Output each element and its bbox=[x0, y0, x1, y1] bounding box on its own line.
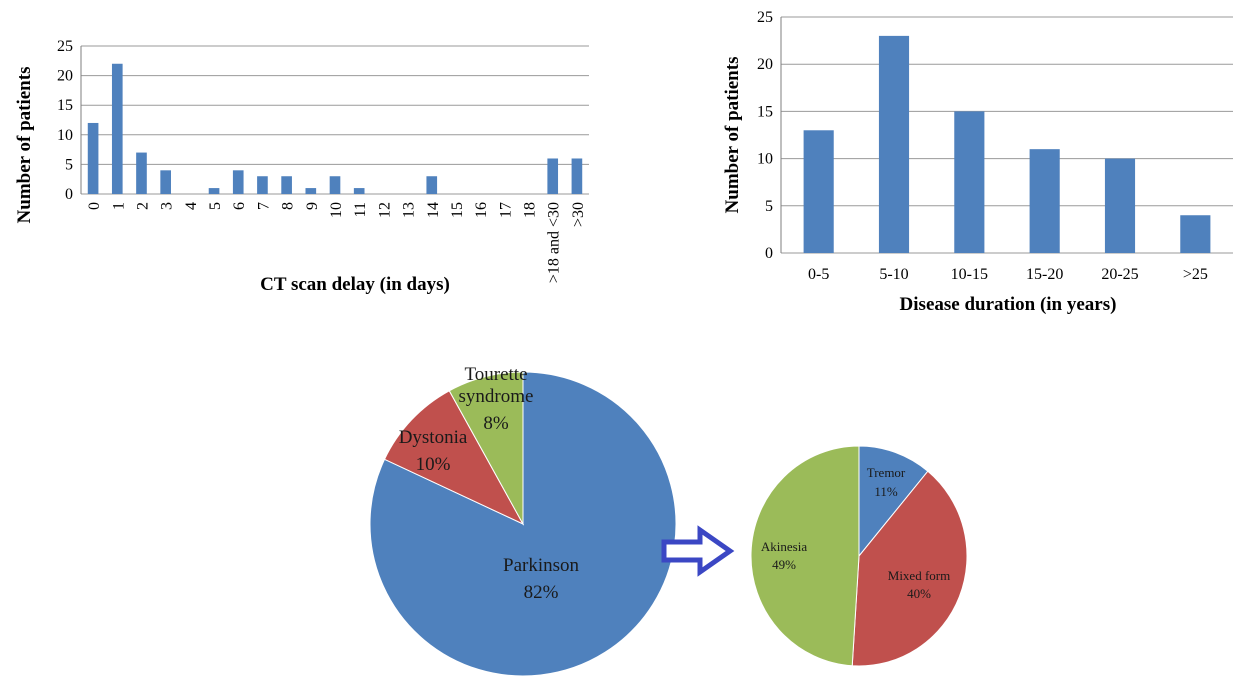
bar bbox=[329, 176, 341, 194]
x-tick-label: 15 bbox=[449, 202, 466, 218]
y-tick-label: 5 bbox=[765, 198, 773, 215]
x-tick-label: 5-10 bbox=[879, 266, 908, 283]
bar bbox=[1104, 158, 1136, 253]
dystonia-label: Dystonia bbox=[399, 427, 468, 448]
mixed-form-percent: 40% bbox=[907, 586, 931, 601]
x-tick-label: 9 bbox=[304, 202, 321, 210]
bar bbox=[353, 188, 365, 194]
pie-slice-dystonia bbox=[383, 390, 525, 526]
x-tick-label: 6 bbox=[231, 202, 248, 210]
bar bbox=[111, 63, 123, 195]
chart1-xlabel: CT scan delay (in days) bbox=[260, 274, 450, 295]
x-tick-label: 11 bbox=[352, 202, 369, 217]
bar bbox=[803, 130, 834, 253]
chart2-ylabel: Number of patients bbox=[722, 57, 743, 214]
parkinson-label: Parkinson bbox=[503, 555, 580, 576]
pie-slice-tremor bbox=[858, 445, 929, 558]
parkinson-type-pie-chart: Tremor 11% Akinesia 49% Mixed form 40% bbox=[750, 445, 968, 667]
chart2-xlabel: Disease duration (in years) bbox=[900, 294, 1117, 315]
tourette-label-line1: Tourette bbox=[464, 364, 527, 385]
pie-slice-tourette-syndrome bbox=[448, 371, 524, 526]
x-tick-label: 17 bbox=[497, 202, 514, 218]
disorder-pie-chart: Tourette syndrome 8% Dystonia 10% Parkin… bbox=[369, 364, 677, 676]
akinesia-percent: 49% bbox=[772, 557, 796, 572]
x-tick-label: >18 and <30 bbox=[546, 202, 563, 283]
y-tick-label: 5 bbox=[65, 156, 73, 173]
akinesia-label: Akinesia bbox=[761, 539, 807, 554]
bar bbox=[954, 111, 985, 254]
x-tick-label: 7 bbox=[255, 202, 272, 210]
y-tick-label: 25 bbox=[57, 38, 73, 55]
x-tick-label: 16 bbox=[473, 202, 490, 218]
tremor-percent: 11% bbox=[874, 484, 898, 499]
x-tick-label: 13 bbox=[401, 202, 418, 218]
x-tick-label: 1 bbox=[110, 202, 127, 210]
x-tick-label: 2 bbox=[134, 202, 151, 210]
x-tick-label: 15-20 bbox=[1026, 266, 1063, 283]
bar bbox=[305, 188, 317, 194]
right-arrow-icon bbox=[661, 525, 735, 577]
bar bbox=[878, 35, 910, 253]
disease-duration-chart: 0 5 10 15 20 25 0-5 5-10 10-15 15-20 20-25 >25 Num… bbox=[722, 9, 1233, 315]
pie-slice-mixed-form bbox=[851, 470, 968, 667]
tourette-label-line2: syndrome bbox=[459, 386, 534, 407]
bar bbox=[571, 158, 583, 194]
x-tick-label: 20-25 bbox=[1101, 266, 1138, 283]
chart1-ylabel: Number of patients bbox=[14, 67, 35, 224]
x-tick-label: 10-15 bbox=[951, 266, 988, 283]
x-tick-label: 4 bbox=[183, 202, 200, 210]
parkinson-percent: 82% bbox=[524, 582, 559, 603]
x-tick-label: 10 bbox=[328, 202, 345, 218]
bar bbox=[208, 188, 220, 194]
x-tick-label: 3 bbox=[159, 202, 176, 210]
x-tick-label: 14 bbox=[425, 202, 442, 218]
bar bbox=[257, 176, 268, 194]
y-tick-label: 15 bbox=[757, 103, 773, 120]
x-tick-label: >30 bbox=[570, 202, 587, 227]
x-tick-label: >25 bbox=[1183, 266, 1208, 283]
y-tick-label: 10 bbox=[757, 151, 773, 168]
tremor-label: Tremor bbox=[867, 465, 906, 480]
bar bbox=[136, 152, 147, 194]
x-tick-label: 5 bbox=[207, 202, 224, 210]
bar bbox=[232, 170, 244, 194]
y-tick-label: 15 bbox=[57, 97, 73, 114]
x-tick-label: 8 bbox=[280, 202, 297, 210]
bar bbox=[160, 170, 171, 194]
y-tick-label: 25 bbox=[757, 9, 773, 26]
bar bbox=[1180, 215, 1211, 253]
x-tick-label: 0-5 bbox=[808, 266, 829, 283]
tourette-percent: 8% bbox=[483, 413, 509, 434]
bar bbox=[547, 158, 559, 194]
pie-slice-akinesia bbox=[750, 445, 860, 667]
x-tick-label: 0 bbox=[86, 202, 103, 210]
y-tick-label: 20 bbox=[757, 56, 773, 73]
bar bbox=[87, 122, 99, 194]
dystonia-percent: 10% bbox=[416, 454, 451, 475]
y-tick-label: 10 bbox=[57, 127, 73, 144]
bar bbox=[1029, 149, 1060, 253]
y-tick-label: 0 bbox=[65, 186, 73, 203]
x-tick-label: 18 bbox=[522, 202, 539, 218]
bar bbox=[281, 176, 292, 194]
x-tick-label: 12 bbox=[376, 202, 393, 218]
mixed-form-label: Mixed form bbox=[888, 568, 950, 583]
y-tick-label: 0 bbox=[765, 245, 773, 262]
bar bbox=[426, 176, 438, 194]
y-tick-label: 20 bbox=[57, 68, 73, 85]
